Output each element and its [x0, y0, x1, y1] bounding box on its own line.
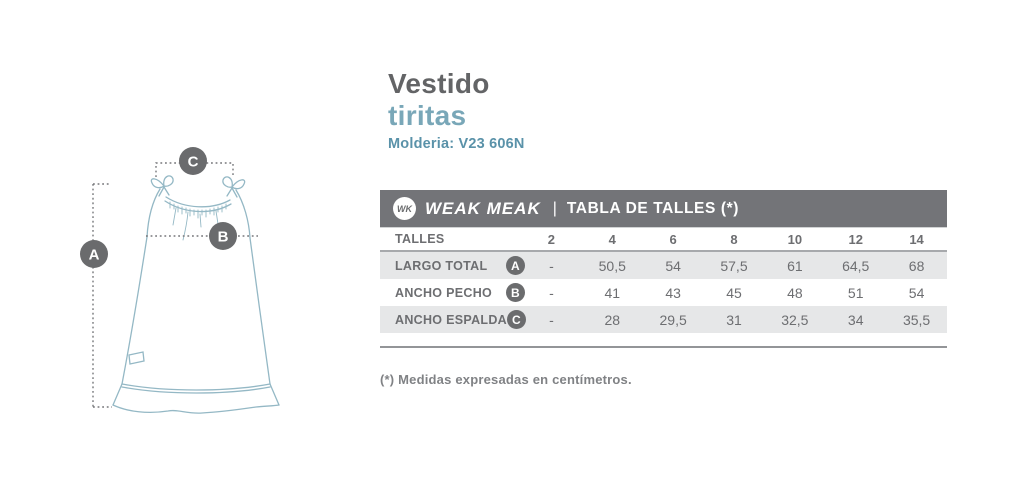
row-label-text: ANCHO PECHO — [395, 285, 493, 300]
table-banner: WK WEAK MEAK | TABLA DE TALLES (*) — [380, 190, 947, 227]
hem-ruffle — [112, 383, 280, 414]
row-label-text: ANCHO ESPALDA — [395, 312, 508, 327]
dress-outline — [112, 175, 280, 414]
neckline-gathers — [169, 201, 227, 241]
size-col-header: 6 — [669, 231, 677, 247]
size-table-panel: WK WEAK MEAK | TABLA DE TALLES (*) TALLE… — [380, 190, 947, 387]
left-strap-bow-icon — [150, 175, 174, 197]
banner-divider: | — [552, 199, 557, 217]
hem-seam-inner — [121, 386, 271, 394]
marker-b-label: B — [218, 229, 229, 246]
measurement-value: 61 — [787, 257, 803, 274]
marker-c-badge — [179, 147, 207, 175]
marker-b-badge: B — [506, 283, 525, 302]
row-label: LARGO TOTAL A — [380, 252, 525, 279]
measurement-value: 64,5 — [842, 257, 870, 274]
measurement-guides — [92, 162, 258, 408]
measure-c-bracket — [155, 162, 234, 177]
marker-c-badge: C — [507, 310, 527, 329]
brand-logo-icon: WK — [393, 197, 416, 220]
row-label-text: LARGO TOTAL — [395, 258, 488, 273]
size-col-header: 10 — [787, 231, 803, 247]
measurement-value: - — [549, 284, 554, 301]
measurement-value: 41 — [604, 284, 621, 301]
brand-name: WEAK MEAK — [425, 198, 541, 218]
product-title: Vestido — [388, 68, 490, 99]
size-col-header: 12 — [848, 231, 863, 247]
molderia-code: Molderia: V23 606N — [388, 136, 525, 153]
left-side-seam — [121, 236, 148, 385]
table-row-largo-total: LARGO TOTAL A - 50,5 54 57,5 61 64,5 68 — [380, 252, 947, 279]
measurement-value: 51 — [847, 284, 864, 301]
sizes-header-row: TALLES 2 4 6 8 10 12 14 — [380, 227, 947, 252]
title-block: Vestido tiritas Molderia: V23 606N — [388, 68, 525, 152]
dress-sketch-svg: A B C — [80, 147, 280, 414]
size-col-header: 4 — [608, 231, 616, 247]
measurement-value: 35,5 — [902, 311, 931, 328]
right-side-seam — [249, 237, 271, 385]
measurement-value: 31 — [726, 311, 742, 328]
units-footnote: (*) Medidas expresadas en centímetros. — [380, 372, 632, 387]
measurement-value: 50,5 — [598, 257, 626, 274]
measurement-value: - — [549, 311, 554, 328]
bottom-rule — [380, 346, 947, 348]
size-col-header: 2 — [547, 231, 556, 247]
left-armhole — [146, 188, 161, 238]
measurement-value: 54 — [908, 284, 925, 301]
measurement-value: 28 — [604, 311, 621, 328]
row-label: ANCHO ESPALDA C — [380, 306, 527, 333]
table-title: TABLA DE TALLES (*) — [566, 199, 739, 217]
table-row-ancho-pecho: ANCHO PECHO B - 41 43 45 48 51 54 — [380, 279, 947, 306]
row-label: ANCHO PECHO B — [380, 279, 525, 306]
measurement-value: 54 — [665, 257, 681, 274]
dress-diagram: A B C — [50, 130, 370, 460]
marker-badges: A B C — [80, 147, 237, 268]
hem-seam — [121, 383, 271, 391]
product-subtitle: tiritas — [388, 100, 467, 132]
marker-c-label: C — [188, 154, 199, 171]
right-armhole — [235, 189, 251, 239]
measurement-value: 57,5 — [720, 257, 748, 274]
measurement-value: 68 — [908, 257, 925, 274]
measurement-value: 45 — [726, 284, 742, 301]
size-col-header: 14 — [909, 231, 924, 247]
measurement-value: 34 — [847, 311, 864, 328]
measurement-value: 32,5 — [781, 311, 809, 328]
marker-a-label: A — [89, 247, 100, 264]
neckline-upper — [165, 196, 231, 208]
size-col-header: 8 — [730, 231, 738, 247]
marker-b-badge — [209, 222, 237, 250]
side-tag — [128, 351, 145, 365]
measurement-value: 43 — [665, 284, 681, 301]
measurement-value: 29,5 — [659, 311, 687, 328]
table-row-ancho-espalda: ANCHO ESPALDA C - 28 29,5 31 32,5 34 35,… — [380, 306, 947, 333]
marker-a-badge: A — [506, 256, 525, 275]
sizes-header-label: TALLES — [395, 232, 445, 246]
marker-a-badge — [80, 240, 108, 268]
right-strap-bow-icon — [222, 176, 246, 198]
measurement-value: 48 — [787, 284, 803, 301]
measurement-value: - — [549, 257, 554, 274]
